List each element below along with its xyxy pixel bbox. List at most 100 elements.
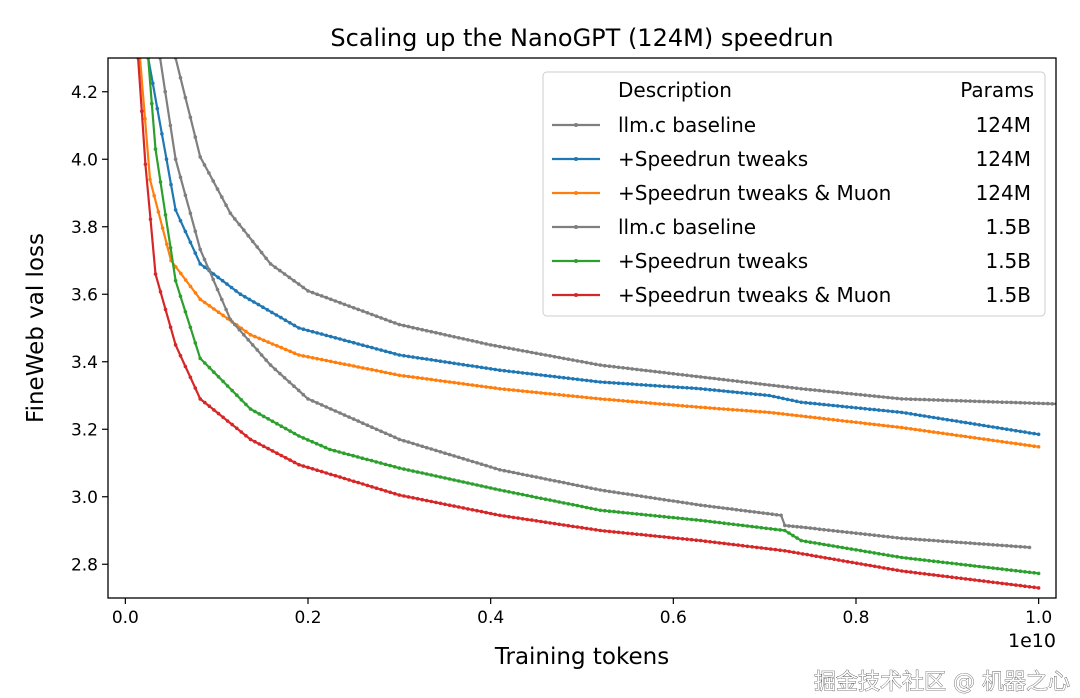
data-point [657, 384, 662, 388]
data-point [140, 109, 144, 113]
data-point [292, 323, 297, 328]
data-point [909, 537, 913, 541]
data-point [301, 327, 306, 332]
data-point [913, 557, 918, 561]
data-point [498, 513, 502, 518]
data-point [644, 400, 648, 405]
data-point [863, 406, 867, 411]
data-point [507, 490, 511, 494]
y-axis: 2.8 3.0 3.2 3.4 3.6 3.8 4.0 4.2 [71, 83, 108, 575]
data-point [360, 456, 365, 461]
data-point [694, 502, 698, 507]
data-point [593, 379, 598, 384]
data-point [306, 328, 310, 333]
data-point [561, 523, 566, 527]
data-point [266, 417, 270, 421]
data-point [680, 404, 685, 408]
data-point [913, 427, 918, 432]
data-point [1014, 568, 1018, 573]
data-point [287, 275, 292, 280]
data-point [215, 187, 220, 191]
data-point [225, 419, 230, 423]
data-point [667, 384, 671, 389]
data-point [872, 422, 877, 427]
data-point [772, 394, 776, 399]
data-point [247, 297, 252, 302]
data-point [959, 540, 963, 545]
data-point [156, 210, 161, 214]
data-point [248, 407, 253, 411]
data-point [246, 338, 250, 342]
data-point [787, 524, 791, 528]
data-point [931, 559, 936, 563]
data-point [886, 566, 890, 571]
data-point [680, 373, 685, 377]
data-point [858, 421, 863, 425]
data-point [630, 399, 634, 404]
data-point [698, 387, 703, 391]
data-point [872, 551, 877, 555]
series-3 [158, 58, 1032, 550]
data-point [776, 411, 781, 416]
data-point [886, 534, 890, 539]
data-point [411, 355, 415, 359]
data-point [228, 317, 233, 322]
data-point [255, 245, 259, 249]
data-point [188, 284, 193, 289]
data-point [826, 389, 831, 394]
data-point [207, 304, 212, 308]
data-point [198, 155, 202, 159]
data-point [1004, 582, 1009, 586]
data-point [516, 471, 520, 476]
legend-label: llm.c baseline [618, 113, 756, 137]
data-point [991, 566, 995, 570]
data-point [603, 508, 607, 513]
legend-label: llm.c baseline [618, 215, 756, 239]
data-point [461, 480, 466, 484]
data-point [163, 307, 168, 312]
data-point [273, 367, 278, 372]
data-point [745, 524, 750, 528]
data-point [639, 368, 644, 372]
data-point [774, 513, 779, 517]
data-point [434, 378, 438, 383]
data-point [333, 409, 338, 413]
data-point [722, 541, 726, 546]
data-point [817, 416, 822, 420]
data-point [198, 247, 202, 252]
data-point [268, 363, 273, 367]
data-point [520, 349, 525, 353]
data-point [881, 566, 886, 570]
data-point [160, 132, 164, 136]
data-point [712, 520, 717, 524]
data-point [543, 497, 548, 502]
data-point [292, 279, 296, 283]
data-point [270, 449, 275, 453]
data-point [1004, 440, 1009, 445]
data-point [1009, 582, 1013, 587]
series-1 [146, 58, 1041, 437]
data-point [680, 500, 685, 505]
data-point [169, 182, 173, 187]
legend-item: +Speedrun tweaks & Muon 124M [552, 181, 1031, 205]
data-point [507, 469, 511, 474]
data-point [832, 557, 836, 562]
data-point [168, 246, 173, 250]
data-point [945, 539, 950, 544]
data-point [393, 435, 397, 440]
data-point [895, 410, 899, 414]
series-2 [138, 58, 1041, 449]
series-line [147, 58, 1039, 436]
data-point [717, 520, 722, 525]
data-point [543, 353, 548, 357]
data-point [402, 439, 406, 443]
data-point [671, 385, 676, 389]
data-point [488, 511, 493, 516]
data-point [369, 458, 374, 463]
data-point [922, 397, 927, 402]
y-tick-label: 4.2 [71, 83, 98, 103]
data-point [406, 354, 411, 359]
data-point [557, 392, 561, 397]
data-point [1023, 430, 1027, 434]
data-point [456, 362, 461, 366]
